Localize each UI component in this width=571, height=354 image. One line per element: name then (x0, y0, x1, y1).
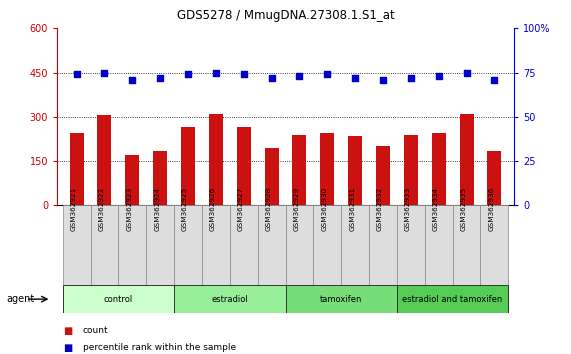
Bar (237, 127, 251, 205)
Bar (488, 151, 501, 205)
Text: GSM362921: GSM362921 (71, 187, 77, 232)
Bar (153, 151, 167, 205)
Text: tamoxifen: tamoxifen (320, 295, 363, 304)
Text: agent: agent (7, 294, 35, 304)
Bar (460, 114, 473, 205)
Point (407, 75, 416, 81)
Bar (292, 135, 307, 205)
Text: GSM362932: GSM362932 (377, 187, 383, 232)
Text: GSM362928: GSM362928 (266, 187, 272, 232)
Bar (369, 205, 397, 285)
Bar (202, 205, 230, 285)
Point (211, 70, 220, 75)
Point (155, 75, 164, 81)
Text: ■: ■ (63, 343, 72, 353)
Bar (341, 205, 369, 285)
Point (434, 73, 443, 79)
Point (239, 72, 248, 77)
Bar (264, 148, 279, 205)
Text: GSM362927: GSM362927 (238, 187, 244, 232)
Bar (98, 115, 111, 205)
Bar (320, 133, 334, 205)
Bar (286, 285, 397, 313)
Bar (432, 133, 445, 205)
Text: GSM362935: GSM362935 (461, 187, 467, 232)
Text: GSM362934: GSM362934 (433, 187, 439, 232)
Point (323, 72, 332, 77)
Text: GSM362925: GSM362925 (182, 187, 188, 232)
Text: GSM362922: GSM362922 (98, 187, 104, 232)
Text: GSM362926: GSM362926 (210, 187, 216, 232)
Point (72, 72, 81, 77)
Bar (453, 205, 480, 285)
Bar (397, 205, 425, 285)
Point (267, 75, 276, 81)
Text: GDS5278 / MmugDNA.27308.1.S1_at: GDS5278 / MmugDNA.27308.1.S1_at (176, 9, 395, 22)
Point (183, 72, 192, 77)
Bar (174, 285, 286, 313)
Point (128, 77, 137, 82)
Bar (174, 205, 202, 285)
Bar (91, 205, 118, 285)
Text: GSM362931: GSM362931 (349, 187, 355, 232)
Point (351, 75, 360, 81)
Text: GSM362936: GSM362936 (488, 187, 494, 232)
Bar (397, 285, 508, 313)
Bar (209, 114, 223, 205)
Text: GSM362930: GSM362930 (321, 187, 327, 232)
Text: control: control (104, 295, 133, 304)
Text: ■: ■ (63, 326, 72, 336)
Bar (286, 205, 313, 285)
Bar (230, 205, 258, 285)
Bar (146, 205, 174, 285)
Bar (480, 205, 508, 285)
Point (462, 70, 471, 75)
Point (490, 77, 499, 82)
Bar (63, 205, 91, 285)
Bar (118, 205, 146, 285)
Bar (425, 205, 453, 285)
Bar (126, 155, 139, 205)
Bar (63, 285, 174, 313)
Bar (348, 136, 362, 205)
Point (379, 77, 388, 82)
Text: count: count (83, 326, 108, 336)
Text: GSM362923: GSM362923 (126, 187, 132, 232)
Text: percentile rank within the sample: percentile rank within the sample (83, 343, 236, 352)
Point (295, 73, 304, 79)
Point (100, 70, 109, 75)
Bar (258, 205, 286, 285)
Bar (70, 133, 83, 205)
Bar (181, 127, 195, 205)
Bar (313, 205, 341, 285)
Bar (376, 146, 390, 205)
Text: GSM362933: GSM362933 (405, 187, 411, 232)
Text: estradiol: estradiol (211, 295, 248, 304)
Bar (404, 135, 418, 205)
Text: GSM362929: GSM362929 (293, 187, 299, 232)
Text: GSM362924: GSM362924 (154, 187, 160, 232)
Text: estradiol and tamoxifen: estradiol and tamoxifen (403, 295, 502, 304)
